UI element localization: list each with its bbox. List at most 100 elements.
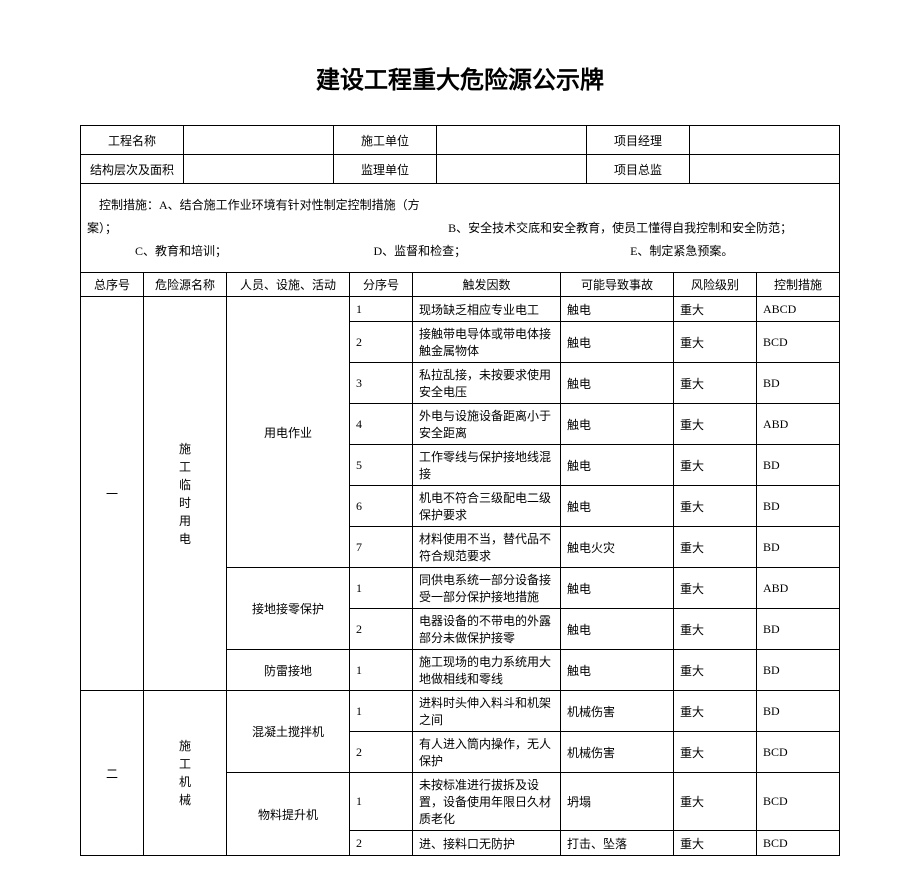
cell-risk: 重大 [674,650,757,691]
th-sub: 分序号 [350,273,413,297]
measure-e: E、制定紧急预案。 [630,244,733,258]
cell-accident: 触电 [561,568,674,609]
cell-control: ABD [757,568,840,609]
cell-activity: 接地接零保护 [227,568,350,650]
cell-cause: 材料使用不当，替代品不符合规范要求 [413,527,561,568]
cell-sub: 4 [350,404,413,445]
table-row: 二施工机械混凝土搅拌机1进料时头伸入料斗和机架之间机械伤害重大BD [81,691,840,732]
measure-b: B、安全技术交底和安全教育，使员工懂得自我控制和安全防范； [448,221,792,235]
cell-activity: 混凝土搅拌机 [227,691,350,773]
cell-control: BD [757,486,840,527]
cell-accident: 机械伤害 [561,691,674,732]
cell-sub: 7 [350,527,413,568]
th-activity: 人员、设施、活动 [227,273,350,297]
cell-control: BCD [757,773,840,831]
cell-cause: 同供电系统一部分设备接受一部分保护接地措施 [413,568,561,609]
measures-lead: 控制措施： [99,198,159,212]
cell-accident: 触电 [561,650,674,691]
cell-accident: 触电 [561,445,674,486]
cell-cause: 电器设备的不带电的外露部分未做保护接零 [413,609,561,650]
cell-cause: 未按标准进行拔拆及设置，设备使用年限日久材质老化 [413,773,561,831]
cell-seq: 一 [81,297,144,691]
cell-cause: 接触带电导体或带电体接触金属物体 [413,322,561,363]
project-info-table: 工程名称 施工单位 项目经理 结构层次及面积 监理单位 项目总监 [80,125,840,184]
cell-sub: 1 [350,650,413,691]
cell-sub: 1 [350,568,413,609]
cell-sub: 1 [350,773,413,831]
cell-risk: 重大 [674,322,757,363]
cell-control: BD [757,363,840,404]
cell-sub: 2 [350,732,413,773]
measure-c: C、教育和培训； [135,244,227,258]
value-contractor [437,126,587,155]
cell-accident: 坍塌 [561,773,674,831]
measure-d: D、监督和检查； [373,244,466,258]
cell-risk: 重大 [674,363,757,404]
cell-accident: 机械伤害 [561,732,674,773]
cell-sub: 2 [350,322,413,363]
th-risk: 风险级别 [674,273,757,297]
cell-control: BCD [757,831,840,856]
cell-risk: 重大 [674,609,757,650]
cell-seq: 二 [81,691,144,856]
cell-control: BD [757,691,840,732]
page-title: 建设工程重大危险源公示牌 [80,60,840,95]
label-pm: 项目经理 [587,126,690,155]
cell-control: BCD [757,322,840,363]
cell-risk: 重大 [674,732,757,773]
cell-activity: 用电作业 [227,297,350,568]
cell-sub: 1 [350,297,413,322]
cell-accident: 触电火灾 [561,527,674,568]
cell-cause: 进、接料口无防护 [413,831,561,856]
th-seq: 总序号 [81,273,144,297]
value-structure [184,155,334,184]
cell-cause: 外电与设施设备距离小于安全距离 [413,404,561,445]
cell-sub: 1 [350,691,413,732]
cell-risk: 重大 [674,691,757,732]
cell-cause: 施工现场的电力系统用大地做相线和零线 [413,650,561,691]
th-source: 危险源名称 [144,273,227,297]
cell-cause: 有人进入筒内操作，无人保护 [413,732,561,773]
th-control: 控制措施 [757,273,840,297]
cell-activity: 防雷接地 [227,650,350,691]
cell-accident: 触电 [561,297,674,322]
cell-accident: 触电 [561,486,674,527]
measures-block: 控制措施：A、结合施工作业环境有针对性制定控制措施（方案）； B、安全技术交底和… [80,184,840,272]
table-row: 一施工临时用电用电作业1现场缺乏相应专业电工触电重大ABCD [81,297,840,322]
cell-risk: 重大 [674,773,757,831]
cell-control: ABD [757,404,840,445]
cell-accident: 触电 [561,404,674,445]
cell-risk: 重大 [674,486,757,527]
hazard-table: 总序号 危险源名称 人员、设施、活动 分序号 触发因数 可能导致事故 风险级别 … [80,272,840,856]
cell-risk: 重大 [674,527,757,568]
cell-accident: 触电 [561,322,674,363]
value-pm [690,126,840,155]
value-chief [690,155,840,184]
cell-activity: 物料提升机 [227,773,350,856]
cell-accident: 触电 [561,609,674,650]
label-supervisor: 监理单位 [334,155,437,184]
label-contractor: 施工单位 [334,126,437,155]
cell-sub: 3 [350,363,413,404]
cell-control: BD [757,609,840,650]
cell-risk: 重大 [674,297,757,322]
cell-control: BD [757,445,840,486]
label-project: 工程名称 [81,126,184,155]
cell-source: 施工机械 [144,691,227,856]
cell-sub: 6 [350,486,413,527]
cell-source: 施工临时用电 [144,297,227,691]
cell-cause: 进料时头伸入料斗和机架之间 [413,691,561,732]
label-chief: 项目总监 [587,155,690,184]
value-project [184,126,334,155]
cell-sub: 5 [350,445,413,486]
cell-control: BD [757,650,840,691]
cell-control: BCD [757,732,840,773]
th-accident: 可能导致事故 [561,273,674,297]
cell-sub: 2 [350,609,413,650]
cell-cause: 私拉乱接，未按要求使用安全电压 [413,363,561,404]
cell-cause: 机电不符合三级配电二级保护要求 [413,486,561,527]
cell-cause: 现场缺乏相应专业电工 [413,297,561,322]
cell-accident: 触电 [561,363,674,404]
cell-accident: 打击、坠落 [561,831,674,856]
th-cause: 触发因数 [413,273,561,297]
